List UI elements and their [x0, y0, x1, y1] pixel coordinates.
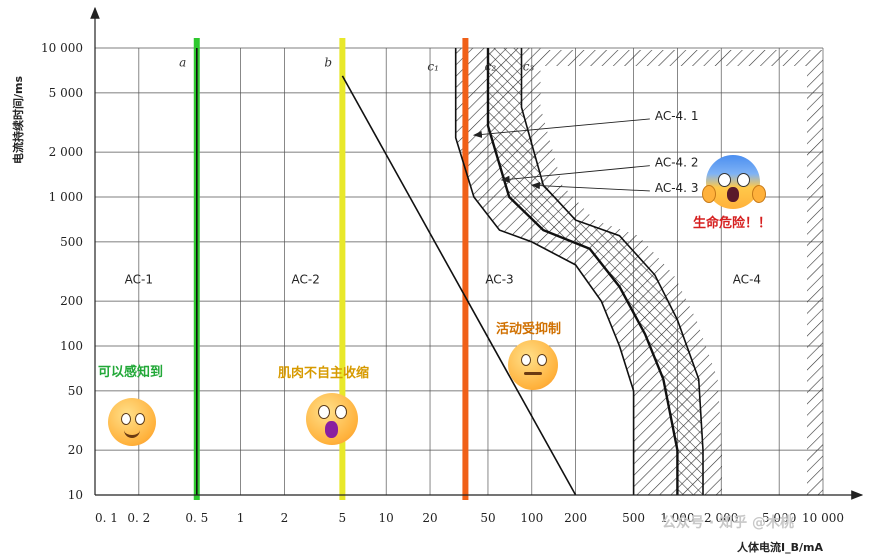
annotation-inhibited-text: 活动受抑制: [496, 322, 562, 337]
y-tick-label: 200: [60, 294, 83, 308]
y-tick-label: 50: [68, 384, 83, 398]
y-axis-label: 电流持续时间/ms: [11, 76, 25, 164]
y-tick-label: 100: [60, 339, 83, 353]
curve-label-c₁: c₁: [427, 60, 439, 74]
annotation-muscle: 肌肉不自主收缩: [278, 362, 369, 381]
y-tick-label: 2 000: [49, 145, 83, 159]
x-tick-label: 200: [564, 511, 587, 525]
curve-b: [341, 75, 577, 496]
curve-label-a: a: [179, 55, 186, 69]
y-tick-label: 5 000: [49, 86, 83, 100]
annotation-muscle-text: 肌肉不自主收缩: [278, 366, 370, 381]
tick-labels: 0. 1 0. 2 0. 5 1 2 5 10 20 50 100 200 500 1 000 2 000…: [41, 41, 844, 525]
zone-label-ac-4: AC-4: [733, 272, 761, 286]
y-tick-label: 500: [60, 235, 83, 249]
curve-label-b: b: [324, 55, 332, 69]
zone-label-ac-2: AC-2: [292, 272, 320, 286]
x-tick-label: 10: [379, 511, 394, 525]
x-tick-label: 1 000: [660, 511, 694, 525]
x-tick-label: 20: [422, 511, 437, 525]
curve-label-c₂: c₂: [485, 60, 497, 74]
hatched-regions: [455, 48, 823, 495]
annotation-danger-text: 生命危险！！: [693, 216, 772, 231]
region-label-1: AC-4. 1: [655, 109, 699, 123]
x-tick-label: 500: [622, 511, 645, 525]
x-tick-label: 2 000: [704, 511, 738, 525]
x-tick-label: 50: [480, 511, 495, 525]
zone-label-ac-1: AC-1: [125, 272, 153, 286]
region-arrow-3: [530, 182, 650, 192]
y-tick-label: 20: [68, 443, 83, 457]
y-tick-label: 10: [68, 488, 83, 502]
annotation-inhibited: 活动受抑制: [496, 318, 561, 337]
boundary-curves: [196, 48, 704, 496]
region-label-2: AC-4. 2: [655, 156, 699, 170]
region-ac-4-1: [455, 48, 678, 495]
chart-labels: 人体电流I_B/mA 电流持续时间/ms AC-1 AC-2 AC-3 AC-4 a b c₁ c…: [11, 55, 823, 554]
region-arrow-1: [472, 118, 650, 139]
x-axis-label: 人体电流I_B/mA: [737, 540, 823, 554]
y-tick-label: 1 000: [49, 190, 83, 204]
watermark: 公众号 · 知乎 @木桃: [662, 512, 794, 532]
axes: [90, 6, 864, 500]
region-arrow-2: [500, 165, 650, 183]
shocked-face-icon: [306, 393, 358, 445]
x-tick-label: 0. 5: [185, 511, 208, 525]
x-tick-label: 0. 1: [95, 511, 118, 525]
x-tick-label: 1: [237, 511, 245, 525]
region-ac-4-2-b: [488, 48, 703, 495]
annotation-perceive-text: 可以感知到: [98, 365, 164, 380]
zone-label-ac-3: AC-3: [485, 272, 513, 286]
curve-c3: [520, 48, 704, 495]
annotation-perceive: 可以感知到: [98, 361, 163, 380]
y-tick-label: 10 000: [41, 41, 83, 55]
x-tick-label: 5: [339, 511, 347, 525]
x-tick-label: 100: [520, 511, 543, 525]
region-label-3: AC-4. 3: [655, 181, 699, 195]
screaming-face-icon: [702, 155, 766, 209]
x-tick-label: 10 000: [802, 511, 844, 525]
x-tick-label: 0. 2: [127, 511, 150, 525]
curve-c2: [486, 48, 679, 495]
smile-face-icon: [108, 398, 156, 446]
x-tick-label: 5 000: [762, 511, 796, 525]
annotation-danger: 生命危险！！: [693, 212, 771, 231]
neutral-face-icon: [508, 340, 558, 390]
curve-c1: [454, 48, 635, 495]
watermark-text: 公众号 · 知乎 @木桃: [662, 515, 794, 531]
curve-label-c₃: c₃: [523, 60, 535, 74]
x-tick-label: 2: [281, 511, 289, 525]
